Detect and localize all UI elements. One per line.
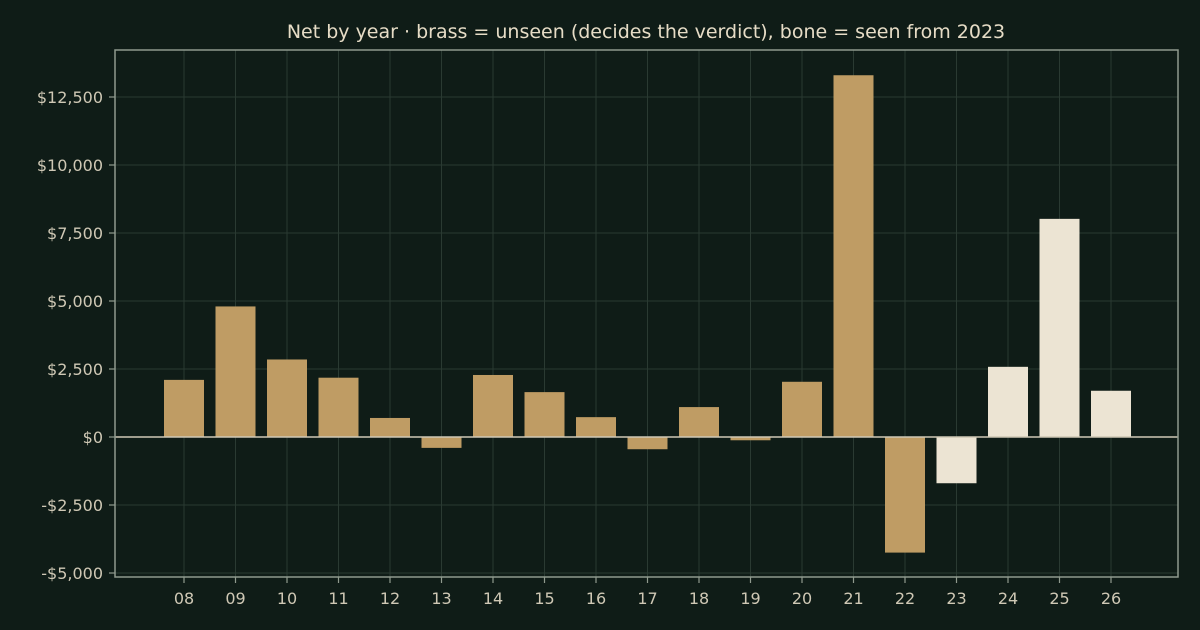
bar-09 [215,306,256,437]
bar-17 [627,437,668,450]
x-tick-label: 09 [225,589,245,608]
y-tick-label: $2,500 [47,360,103,379]
chart-title: Net by year · brass = unseen (decides th… [287,21,1005,43]
bar-08 [164,379,204,437]
x-tick-label: 13 [431,589,451,608]
bar-10 [267,359,307,437]
x-tick-label: 25 [1049,589,1069,608]
x-tick-label: 08 [174,589,194,608]
y-tick-label: $12,500 [37,88,103,107]
x-tick-label: 21 [843,589,863,608]
bar-18 [679,407,719,437]
bar-21 [833,75,874,438]
x-tick-label: 16 [586,589,606,608]
bar-26 [1091,390,1131,437]
bar-12 [370,417,410,437]
y-tick-label: $10,000 [37,156,103,175]
y-tick-label: -$5,000 [41,564,103,583]
bar-15 [524,392,565,437]
bar-25 [1039,218,1080,437]
x-tick-label: 10 [277,589,297,608]
bar-23 [936,437,977,484]
bar-24 [988,366,1028,437]
bar-layer [164,75,1131,553]
x-tick-label: 24 [998,589,1018,608]
x-tick-label: 26 [1101,589,1121,608]
y-tick-label: $5,000 [47,292,103,311]
x-tick-label: 15 [534,589,554,608]
bar-20 [782,381,822,437]
bar-11 [318,377,359,437]
y-tick-label: $7,500 [47,224,103,243]
x-tick-label: 23 [946,589,966,608]
y-tick-label: -$2,500 [41,496,103,515]
bar-13 [421,437,462,448]
bar-19 [730,437,771,441]
x-tick-label: 17 [637,589,657,608]
x-tick-label: 12 [380,589,400,608]
bar-16 [576,417,616,437]
x-tick-label: 11 [328,589,348,608]
bar-22 [885,437,925,553]
x-tick-label: 22 [895,589,915,608]
x-tick-label: 19 [740,589,760,608]
plot-frame [114,49,1179,578]
x-tick-label: 18 [689,589,709,608]
x-tick-label: 14 [483,589,503,608]
bar-14 [473,374,513,437]
x-tick-label: 20 [792,589,812,608]
y-tick-label: $0 [83,428,103,447]
axis-layer: -$5,000 -$2,500 $0 $2,500 $5,000 $7,500 $10,00… [37,49,1179,608]
